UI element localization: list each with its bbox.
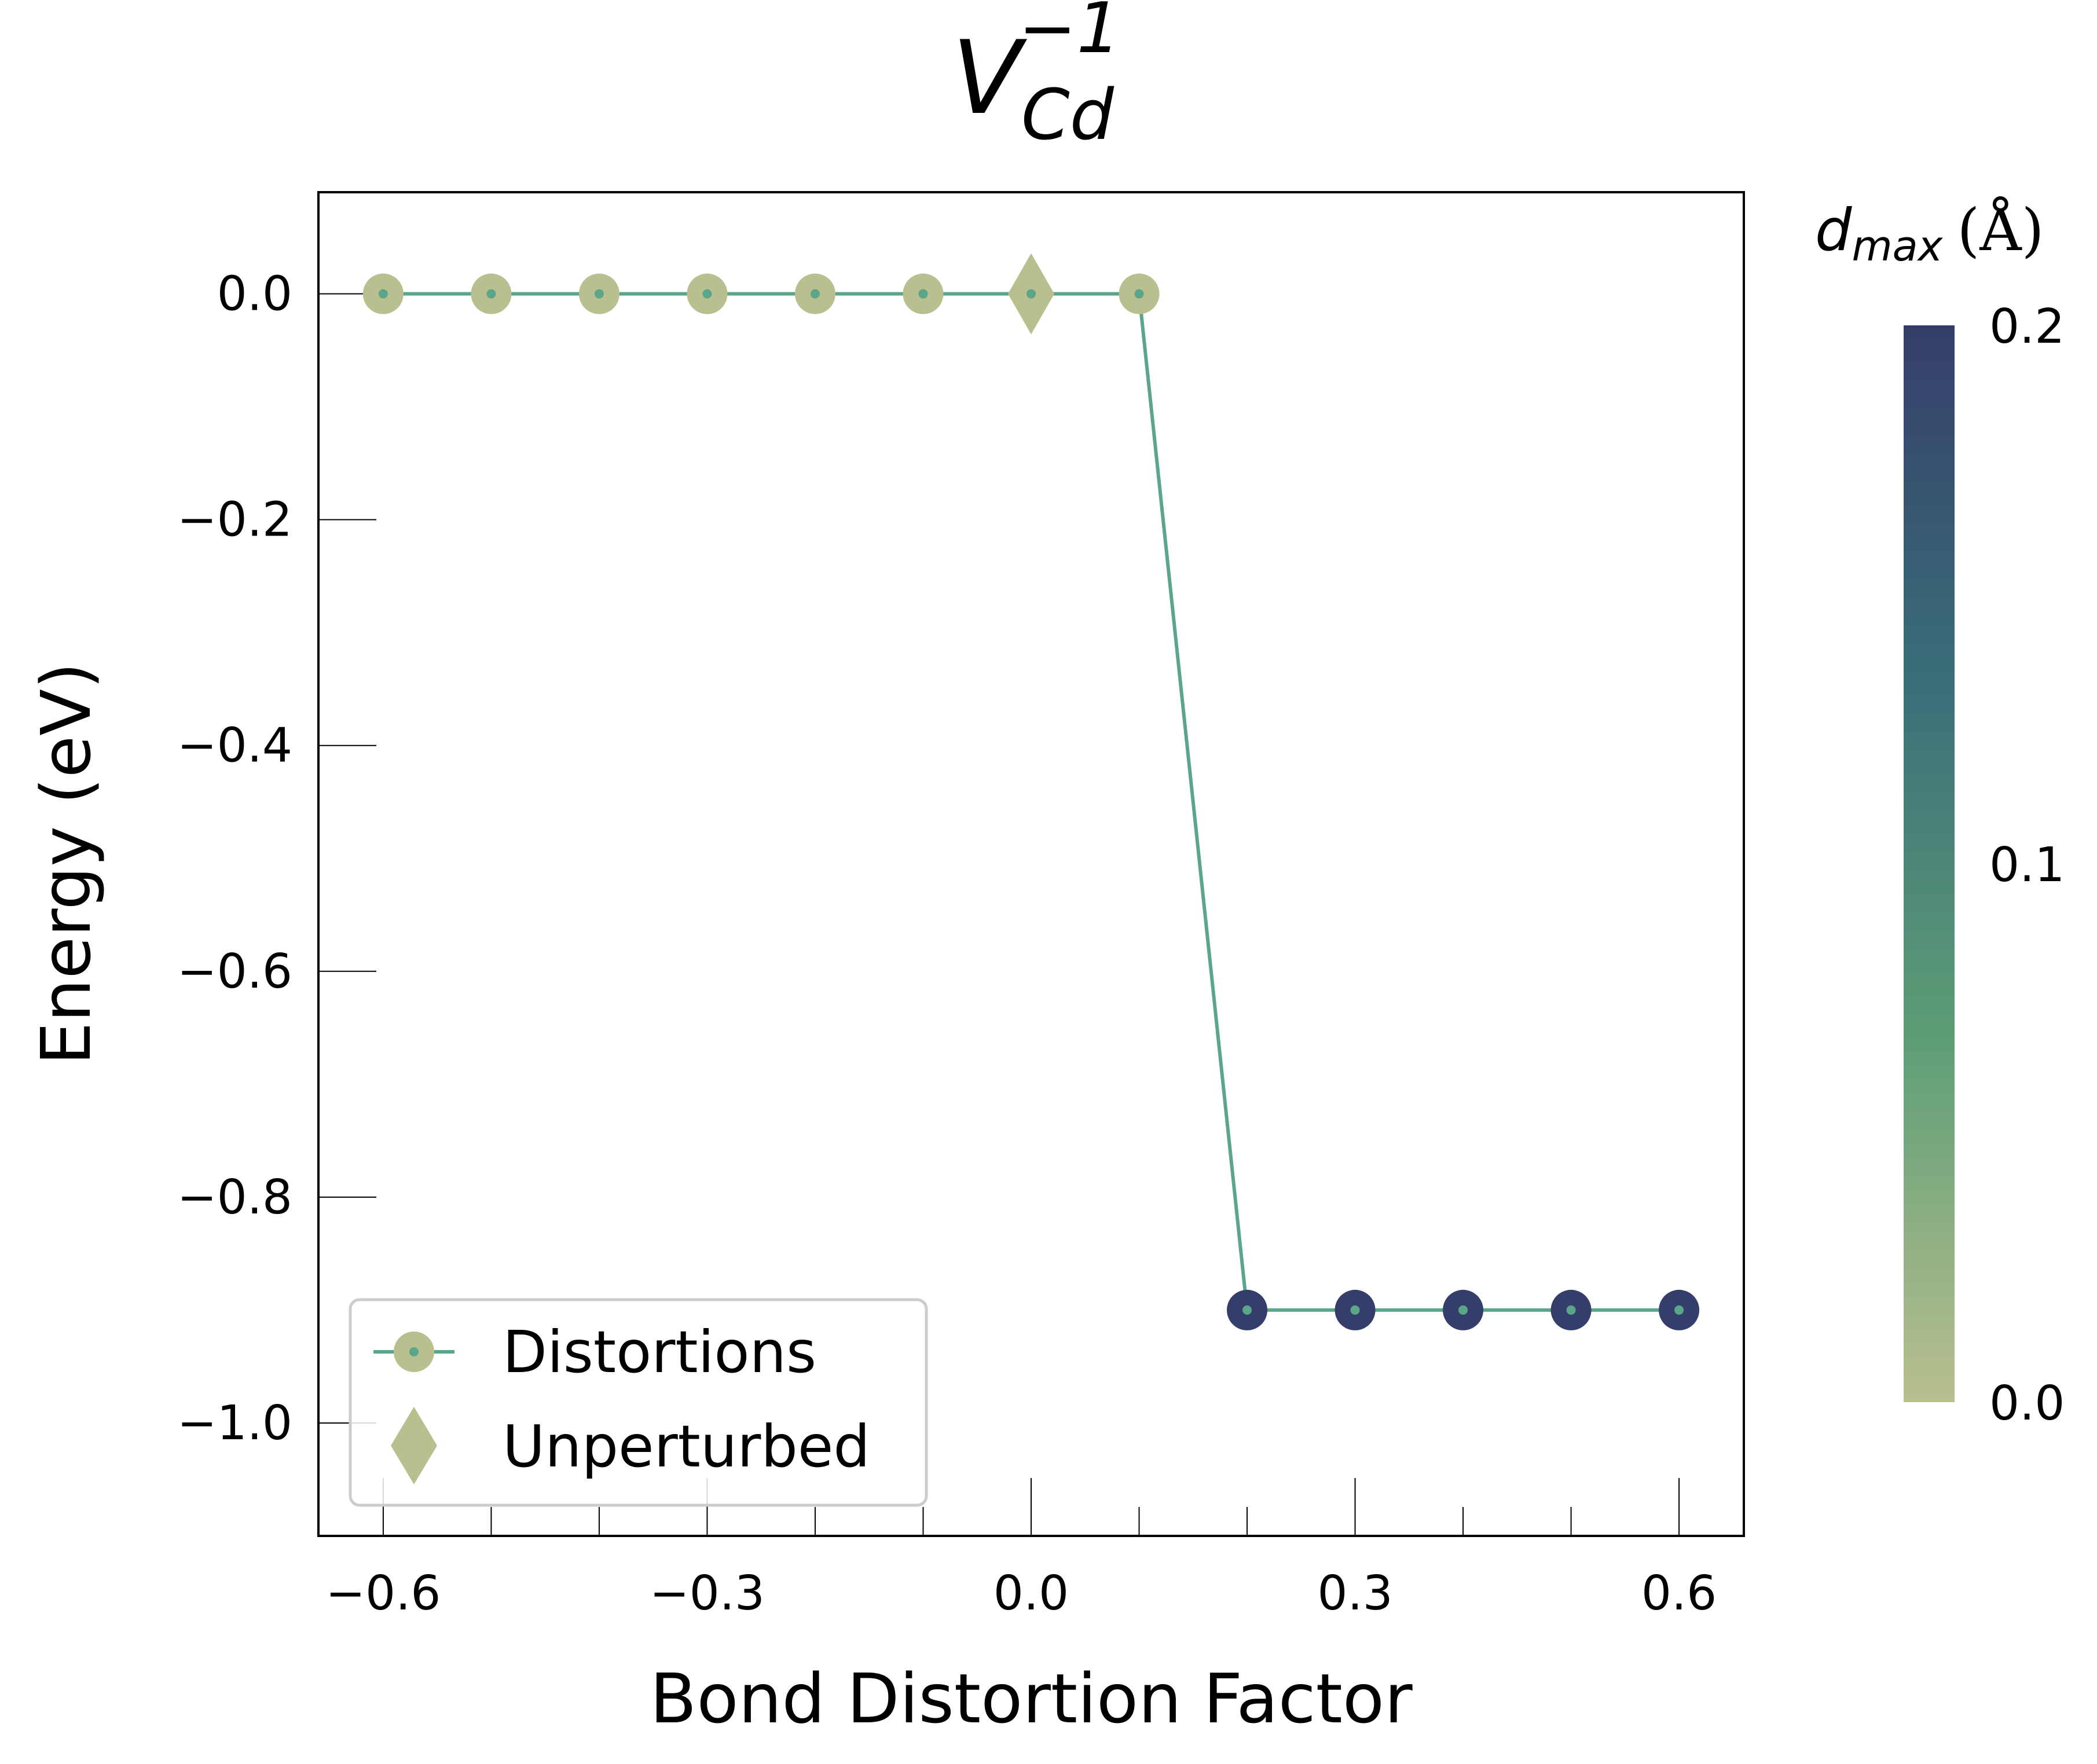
colorbar-tick-label: 0.2 — [1989, 299, 2065, 354]
x-tick-label: 0.3 — [1317, 1566, 1392, 1621]
x-axis-ticks: −0.6 −0.3 0.0 0.3 0.6 — [325, 1478, 1717, 1621]
y-tick-label: −1.0 — [177, 1396, 292, 1451]
colorbar-tick-label: 0.1 — [1989, 838, 2065, 893]
distortion-point-dot — [1350, 1305, 1360, 1315]
chart-title-sup: −1 — [1018, 0, 1121, 69]
colorbar-label: dmax (Å) — [1815, 196, 2044, 270]
y-axis-label: Energy (eV) — [26, 662, 106, 1065]
distortion-point-dot — [810, 289, 820, 299]
y-tick-label: 0.0 — [217, 267, 292, 322]
distortion-point-dot — [594, 289, 604, 299]
chart-title-base: V — [952, 20, 1027, 137]
legend-unperturbed-label: Unperturbed — [503, 1413, 870, 1480]
colorbar: dmax (Å) 0.0 0.1 0.2 — [1815, 196, 2065, 1431]
legend-distortions-label: Distortions — [503, 1318, 816, 1386]
distortion-point-dot — [1566, 1305, 1576, 1315]
distortion-point-dot — [1242, 1305, 1252, 1315]
legend-unperturbed-marker — [391, 1407, 437, 1484]
colorbar-label-sub: max — [1852, 222, 1943, 270]
colorbar-tick-label: 0.0 — [1989, 1376, 2065, 1431]
distortion-point-dot — [1674, 1305, 1684, 1315]
colorbar-gradient — [1904, 325, 1955, 1402]
y-tick-label: −0.4 — [177, 718, 292, 773]
distortion-point-dot — [918, 289, 928, 299]
y-tick-label: −0.6 — [177, 944, 292, 999]
y-axis-ticks: 0.0 −0.2 −0.4 −0.6 −0.8 −1.0 — [177, 267, 376, 1451]
legend-frame — [349, 1298, 928, 1507]
series-layer — [362, 253, 1700, 1330]
y-tick-label: −0.8 — [177, 1170, 292, 1225]
unperturbed-point-dot — [1026, 289, 1036, 299]
legend: Distortions Unperturbed — [349, 1298, 928, 1507]
x-tick-label: 0.0 — [993, 1566, 1069, 1621]
x-tick-label: 0.6 — [1641, 1566, 1717, 1621]
distortion-point-dot — [1134, 289, 1144, 299]
x-axis-label: Bond Distortion Factor — [650, 1659, 1413, 1739]
colorbar-label-unit: (Å) — [1957, 196, 2044, 264]
y-tick-label: −0.2 — [177, 493, 292, 548]
colorbar-ticks: 0.0 0.1 0.2 — [1989, 299, 2065, 1431]
chart-title: VCd−1 — [952, 0, 1121, 156]
distortion-point-dot — [1458, 1305, 1468, 1315]
colorbar-label-base: d — [1815, 196, 1852, 264]
distortions-line — [383, 292, 1680, 1312]
legend-distortions-dot — [409, 1347, 419, 1356]
distortion-point-dot — [702, 289, 712, 299]
x-tick-label: −0.6 — [325, 1566, 441, 1621]
chart-title-sub: Cd — [1021, 75, 1115, 156]
x-tick-label: −0.3 — [650, 1566, 765, 1621]
distortion-point-dot — [486, 289, 496, 299]
distortion-point-dot — [378, 289, 388, 299]
